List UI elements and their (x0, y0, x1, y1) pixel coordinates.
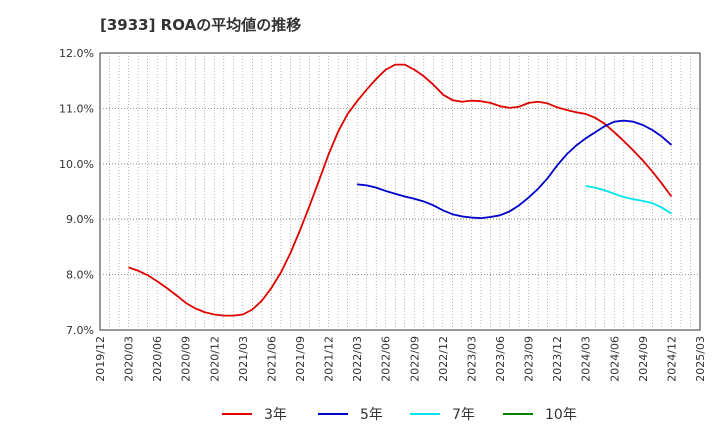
y-tick-label: 7.0% (66, 324, 94, 337)
x-axis-ticks: 2019/12 2020/03 2020/06 2020/09 2020/12 2021/… (94, 336, 707, 382)
x-tick-label: 2020/06 (151, 336, 164, 382)
x-tick-label: 2023/09 (523, 336, 536, 382)
y-tick-label: 11.0% (59, 102, 94, 115)
x-tick-label: 2022/12 (437, 336, 450, 382)
legend-label: 7年 (452, 407, 475, 423)
x-tick-label: 2019/12 (94, 336, 107, 382)
legend-label: 3年 (264, 407, 287, 423)
x-tick-label: 2021/03 (237, 336, 250, 382)
x-tick-label: 2024/06 (608, 336, 621, 382)
x-tick-label: 2021/06 (265, 336, 278, 382)
x-tick-label: 2021/09 (294, 336, 307, 382)
legend-label: 10年 (545, 407, 577, 423)
x-tick-label: 2020/12 (208, 336, 221, 382)
x-tick-label: 2022/09 (408, 336, 421, 382)
x-tick-label: 2025/03 (694, 336, 707, 382)
series-line-1 (357, 119, 673, 219)
y-tick-label: 8.0% (66, 269, 94, 282)
x-tick-label: 2023/12 (551, 336, 564, 382)
plot-area (99, 52, 701, 331)
x-tick-label: 2023/03 (465, 336, 478, 382)
x-tick-label: 2021/12 (323, 336, 336, 382)
grid-lines (100, 53, 700, 330)
x-tick-label: 2024/12 (665, 336, 678, 382)
x-tick-label: 2020/03 (123, 336, 136, 382)
legend-label: 5年 (360, 407, 383, 423)
x-tick-label: 2024/03 (580, 336, 593, 382)
series-line-2 (585, 185, 672, 215)
x-tick-label: 2023/06 (494, 336, 507, 382)
x-tick-label: 2020/09 (180, 336, 193, 382)
y-axis-ticks: 7.0% 8.0% 9.0% 10.0% 11.0% 12.0% (59, 47, 94, 337)
y-tick-label: 9.0% (66, 213, 94, 226)
x-tick-label: 2022/06 (380, 336, 393, 382)
chart-title: [3933] ROAの平均値の推移 (100, 16, 302, 34)
series-line-0 (128, 63, 673, 317)
y-tick-label: 12.0% (59, 47, 94, 60)
y-tick-label: 10.0% (59, 158, 94, 171)
series-lines (128, 63, 673, 317)
legend: 3年 5年 7年 10年 (222, 407, 577, 423)
x-tick-label: 2024/09 (637, 336, 650, 382)
x-tick-label: 2022/03 (351, 336, 364, 382)
